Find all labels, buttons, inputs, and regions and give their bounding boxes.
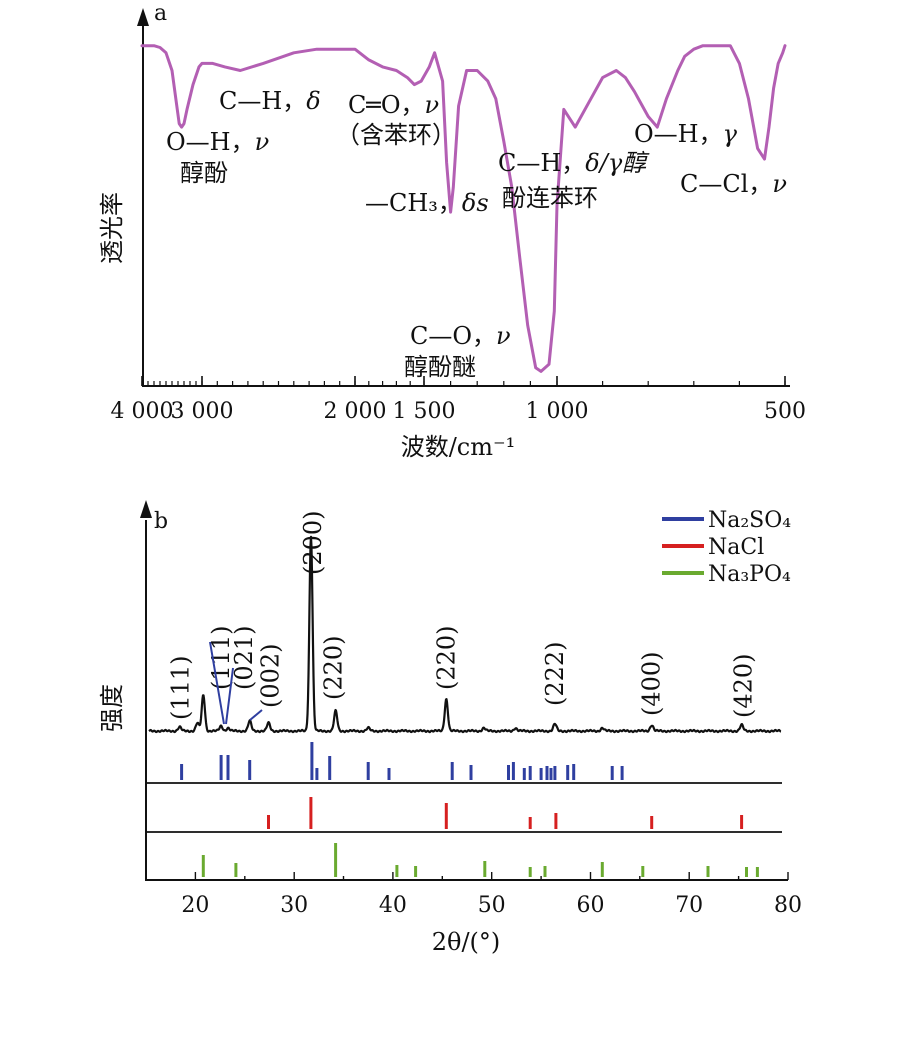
panel-a-ticks <box>141 376 786 386</box>
anno-ch-bend: C—H，δ <box>219 87 321 115</box>
panel-b-y-arrow <box>140 500 152 518</box>
panel-b-tick-label: 80 <box>774 893 802 918</box>
panel-b-tick-label: 30 <box>280 893 308 918</box>
panel-a-tick-label: 2 000 <box>324 399 387 424</box>
panel-b-tick-label: 50 <box>478 893 506 918</box>
panel-b-tick-label: 70 <box>675 893 703 918</box>
anno-alcohol-phenol-ether: 醇酚醚 <box>404 353 476 381</box>
anno-oh-oop: O—H，γ <box>634 120 738 148</box>
peak-labels: (111) (111)(021)(002)(200)(220) (220) (222)… <box>167 510 758 720</box>
anno-ccl-stretch: C—Cl，ν <box>680 170 787 198</box>
peak-label: (400) <box>638 651 666 716</box>
anno-ch3-bend: —CH₃，δs <box>365 189 489 217</box>
peak-label: (002) <box>256 643 284 708</box>
panel-a-y-label: 透光率 <box>98 192 126 264</box>
panel-a-label: a <box>154 1 167 26</box>
legend-label-na3po4: Na₃PO₄ <box>708 562 791 587</box>
peak-label: (111) <box>167 655 195 720</box>
legend-label-nacl: NaCl <box>708 535 764 560</box>
anno-co-stretch: C—O，ν <box>410 322 511 350</box>
panel-b: b 20 30 40 50 60 70 80 (111) (111)(021)(002)(20… <box>98 500 802 956</box>
peak-label: (021) <box>230 625 258 690</box>
anno-phenol-benzene: 酚连苯环 <box>502 184 598 212</box>
legend-label-na2so4: Na₂SO₄ <box>708 508 791 533</box>
leader-line-021 <box>225 667 234 725</box>
peak-label: (420) <box>730 653 758 718</box>
anno-ch-oop: C—H，δ/γ醇 <box>498 149 650 177</box>
panel-b-y-label: 强度 <box>98 684 126 732</box>
panel-b-tick-label: 20 <box>181 893 209 918</box>
xrd-pattern-line <box>148 535 782 734</box>
peak-label: (220) <box>320 635 348 700</box>
panel-a-tick-label: 4 000 <box>111 399 174 424</box>
panel-b-tick-labels: 20 30 40 50 60 70 80 <box>181 893 802 918</box>
panel-b-tick-label: 40 <box>379 893 407 918</box>
reference-sticks <box>180 742 759 877</box>
anno-co-double: C═O，ν <box>348 91 439 119</box>
peak-label: (222) <box>541 641 569 706</box>
anno-alcohol-phenol: 醇酚 <box>180 159 228 187</box>
leader-line-111 <box>209 641 225 725</box>
panel-b-x-label: 2θ/(°) <box>432 928 501 956</box>
panel-b-tick-label: 60 <box>577 893 605 918</box>
peak-label: (220) <box>432 625 460 690</box>
peak-label: (200) <box>299 510 327 575</box>
legend: Na₂SO₄ NaCl Na₃PO₄ <box>662 508 791 587</box>
anno-oh-stretch: O—H，ν <box>166 128 269 156</box>
panel-a-tick-label: 1 000 <box>526 399 589 424</box>
panel-a-tick-label: 500 <box>764 399 806 424</box>
anno-benzene-ring: （含苯环） <box>336 121 456 149</box>
panel-a-tick-label: 1 500 <box>393 399 456 424</box>
ir-spectrum-line <box>140 44 787 373</box>
panel-b-label: b <box>154 509 168 534</box>
panel-a-x-label: 波数/cm⁻¹ <box>401 433 516 461</box>
panel-b-ticks <box>194 872 789 880</box>
panel-a-tick-label: 3 000 <box>171 399 234 424</box>
leader-line-002 <box>249 709 263 721</box>
panel-a-y-arrow <box>137 8 149 26</box>
